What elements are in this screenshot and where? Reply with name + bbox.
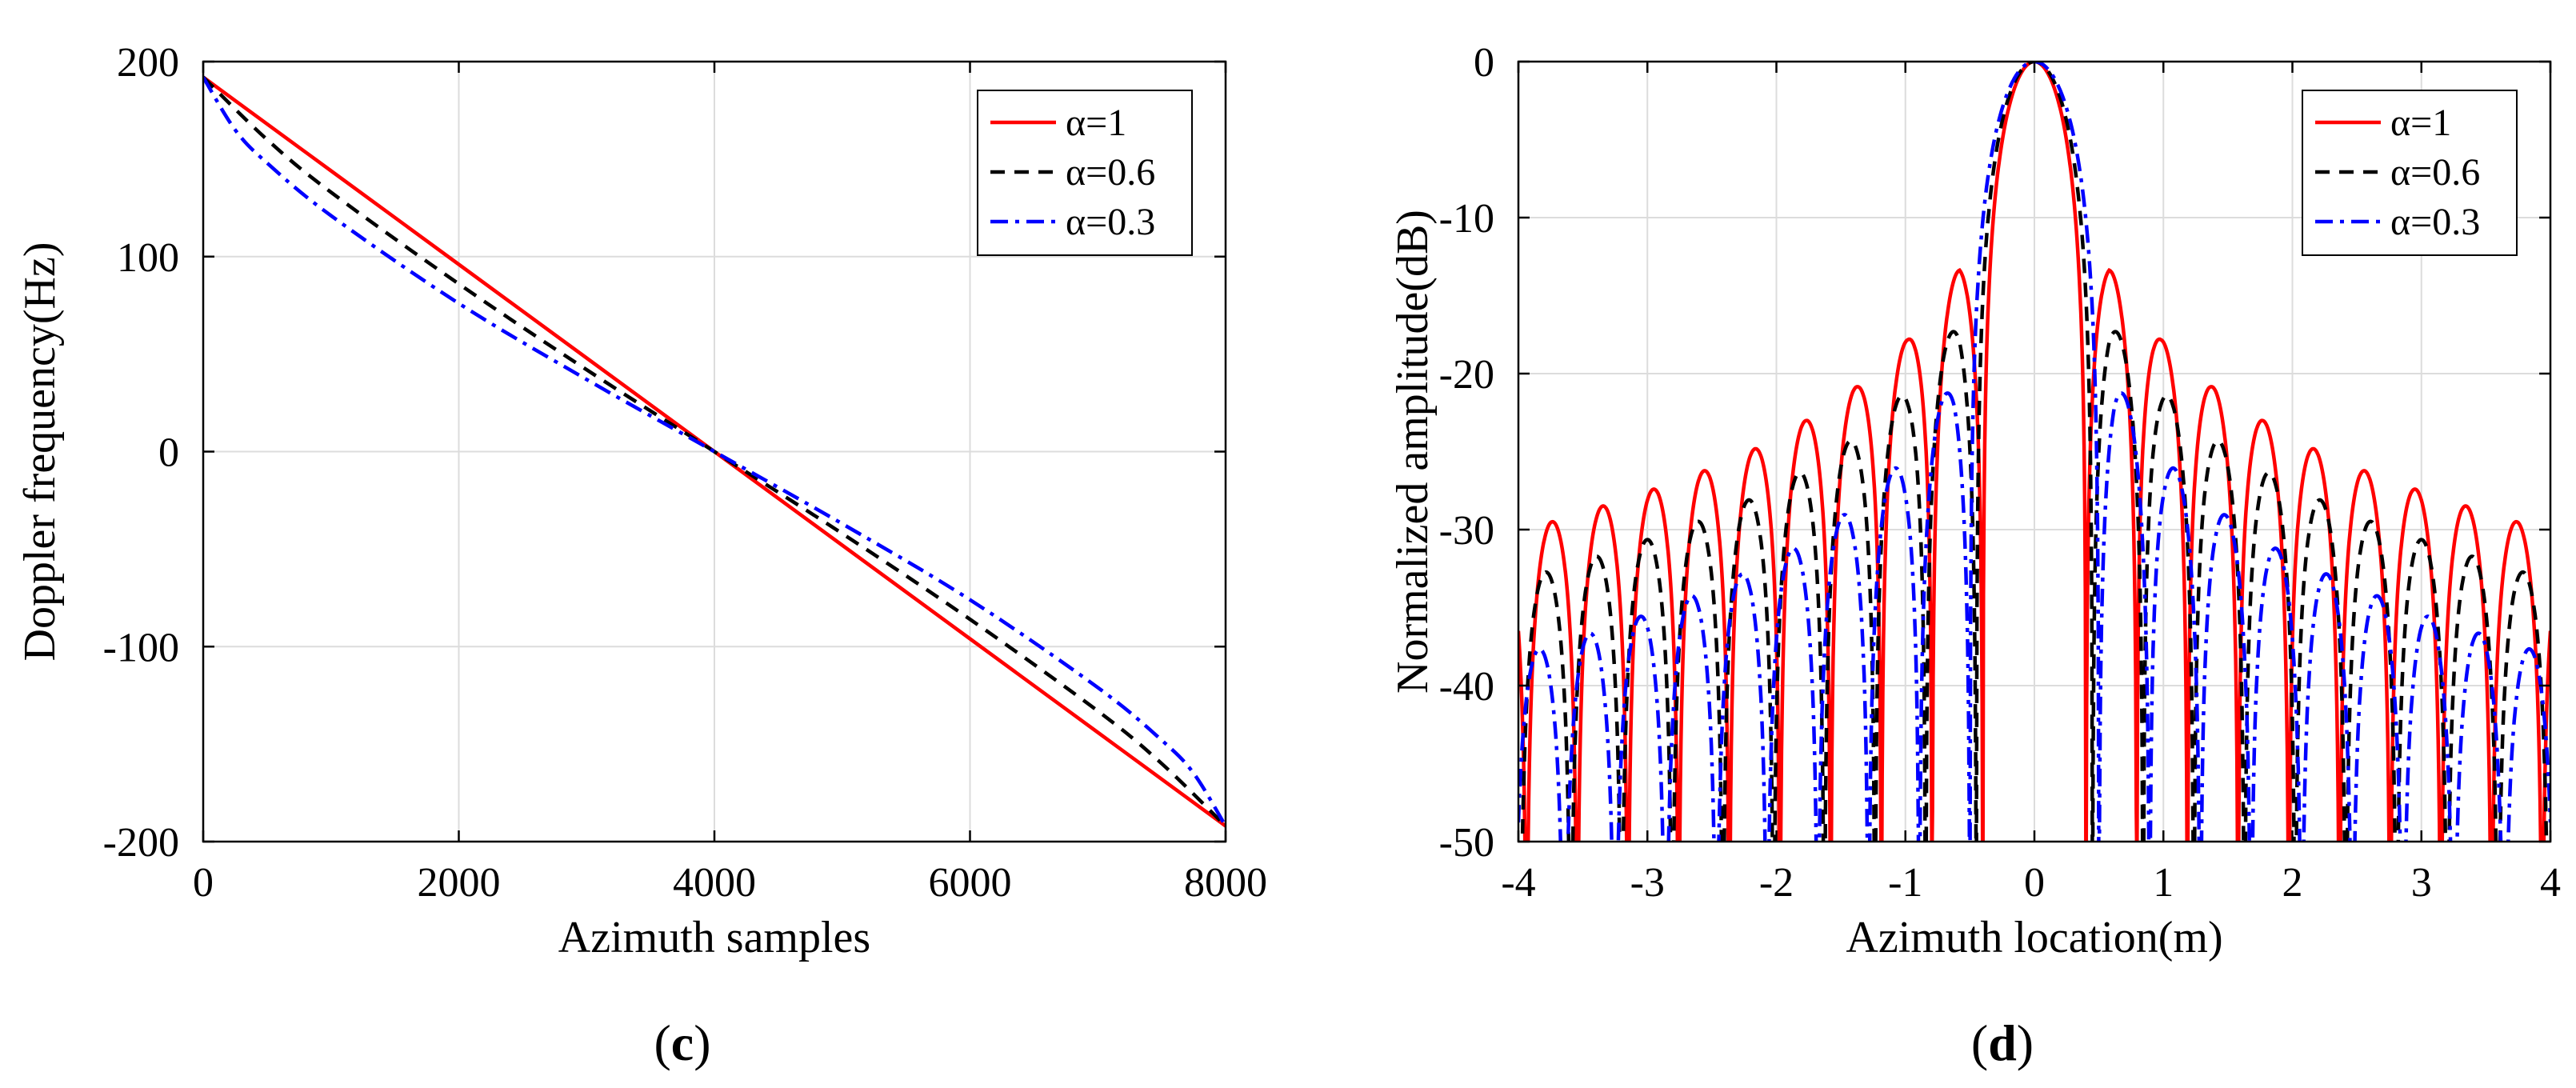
x-tick-label: 2000: [418, 860, 501, 906]
y-tick-label: 100: [117, 235, 179, 281]
y-tick-label: -30: [1439, 508, 1494, 554]
x-tick-label: 2: [2282, 860, 2303, 906]
series-line-3: [203, 76, 1226, 827]
legend-label-3: α=0.3: [1066, 201, 1155, 243]
x-tick-label: 6000: [929, 860, 1012, 906]
x-tick-label: -4: [1501, 860, 1535, 906]
series-group: [203, 75, 1226, 828]
x-tick-label: -1: [1888, 860, 1922, 906]
legend-label-2: α=0.6: [2390, 151, 2480, 194]
y-tick-label: 0: [158, 430, 179, 476]
x-tick-label: -3: [1630, 860, 1665, 906]
legend-box: [977, 90, 1193, 256]
panel-label: (c): [654, 1014, 710, 1071]
panel-c: 0 2000 4000 6000 8000 -200 -100 0 100 200 Azimuth …: [15, 40, 1267, 1071]
legend-box: [2302, 90, 2518, 256]
y-axis-title: Normalized amplitude(dB): [1388, 210, 1438, 694]
series-line-2: [203, 75, 1226, 828]
legend: α=1 α=0.6 α=0.3: [2302, 90, 2518, 256]
x-tick-label: 1: [2153, 860, 2174, 906]
legend: α=1 α=0.6 α=0.3: [977, 90, 1193, 256]
x-axis-title: Azimuth location(m): [1846, 913, 2222, 962]
y-tick-label: -10: [1439, 196, 1494, 242]
y-tick-label: -50: [1439, 820, 1494, 866]
legend-label-1: α=1: [2390, 102, 2451, 144]
legend-label-1: α=1: [1066, 102, 1126, 144]
series-group: [1518, 62, 2550, 842]
y-tick-label: 200: [117, 40, 179, 86]
x-tick-label: 0: [2024, 860, 2045, 906]
x-tick-label: 4000: [673, 860, 756, 906]
legend-label-3: α=0.3: [2390, 201, 2480, 243]
series-line-3: [1518, 62, 2550, 842]
x-tick-label: -2: [1759, 860, 1794, 906]
y-tick-label: -40: [1439, 664, 1494, 710]
y-tick-label: -200: [103, 820, 179, 866]
x-tick-label: 0: [193, 860, 214, 906]
x-tick-label: 3: [2411, 860, 2432, 906]
legend-label-2: α=0.6: [1066, 151, 1155, 194]
panel-label: (d): [1971, 1014, 2034, 1071]
x-tick-label: 4: [2540, 860, 2561, 906]
y-axis-title: Doppler frequency(Hz): [15, 242, 65, 662]
x-tick-label: 8000: [1184, 860, 1267, 906]
y-tick-label: 0: [1474, 40, 1494, 86]
x-axis-title: Azimuth samples: [558, 913, 870, 962]
y-tick-label: -100: [103, 625, 179, 670]
series-line-2: [1520, 62, 2549, 842]
y-tick-label: -20: [1439, 352, 1494, 398]
